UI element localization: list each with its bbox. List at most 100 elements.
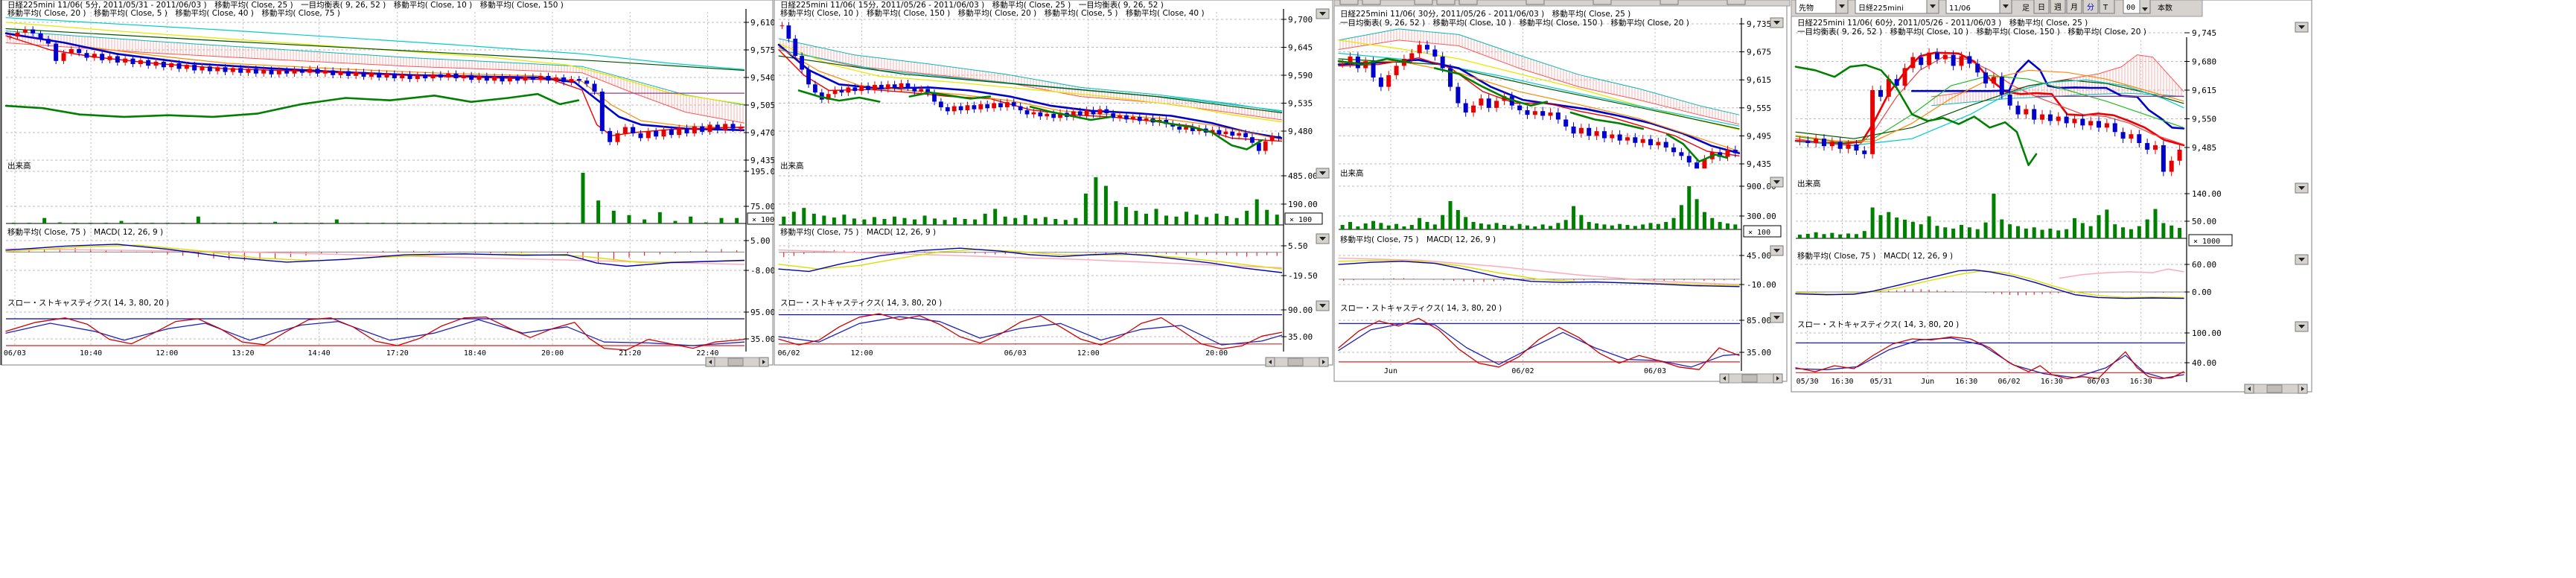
section-dropdown-button[interactable] [1770, 17, 1784, 28]
time-tick-label: 06/03 [1004, 349, 1027, 358]
panel-h-scrollbar[interactable] [2244, 384, 2308, 394]
panel-labels: 日経225mini 11/06( 5分, 2011/05/31 - 2011/0… [7, 0, 564, 308]
value-axis[interactable]: 9,745 9,680 9,615 9,550 9,485 140.00 50.00 60.0… [2184, 28, 2233, 382]
scroll-thumb[interactable] [1741, 374, 1758, 383]
time-tick-label: 16:30 [2130, 378, 2152, 386]
volume-multiplier-box [2188, 234, 2233, 247]
period-label: 足 [2022, 4, 2030, 13]
stoch-d-line [5, 319, 745, 346]
stoch-section-title: スロー・ストキャスティクス( 14, 3, 80, 20 ) [780, 299, 942, 308]
toolbar-button[interactable] [1727, 0, 1746, 5]
senkou-span-b [778, 38, 1282, 112]
section-dropdown-button[interactable] [1316, 168, 1330, 179]
section-dropdown-button[interactable] [1770, 177, 1784, 188]
section-dropdown-button[interactable] [2295, 254, 2309, 265]
axis-tick-label: 9,550 [2192, 115, 2216, 124]
toolbar-period-button[interactable]: 週 [2050, 0, 2066, 14]
chart-plot-area[interactable] [1796, 40, 2184, 378]
panel-header-line2: 移動平均( Close, 10 ) 移動平均( Close, 150 ) 移動平… [780, 8, 1205, 18]
bars-count-spinner[interactable]: 00 [2123, 0, 2151, 14]
panel-header-line2: 移動平均( Close, 20 ) 移動平均( Close, 5 ) 移動平均(… [7, 8, 340, 18]
axis-tick-label: 85.00 [1747, 316, 1771, 325]
ma-line-MA150 [778, 49, 1282, 112]
time-tick-label: 14:40 [308, 349, 331, 358]
chart-plot-area[interactable] [1339, 21, 1739, 366]
axis-tick-label: 9,735 [1747, 19, 1771, 29]
toolbar-button[interactable] [1525, 0, 1545, 5]
panel-labels: 日経225mini 11/06( 15分, 2011/05/26 - 2011/… [780, 0, 1205, 308]
time-tick-label: 16:30 [1831, 378, 1853, 386]
time-tick-label: 20:00 [541, 349, 564, 358]
volume-multiplier-box [1743, 225, 1782, 238]
panel-frame [1791, 0, 2312, 393]
senkou-span-a [5, 42, 745, 124]
toolbar-period-button[interactable]: 月 [2066, 0, 2082, 14]
section-dropdown-button[interactable] [1316, 8, 1330, 19]
toolbar-button[interactable] [1339, 0, 1359, 5]
toolbar-button[interactable] [1414, 0, 1433, 5]
toolbar-period-button[interactable]: T [2099, 0, 2115, 14]
value-axis[interactable]: 9,735 9,675 9,615 9,555 9,495 9,435 900.00 300.… [1739, 18, 1782, 371]
value-axis[interactable]: 9,700 9,645 9,590 9,535 9,480 485.00 190.00 5.5… [1281, 9, 1323, 352]
chevron-down-icon [1839, 4, 1845, 8]
time-tick-label: 22:40 [696, 349, 718, 358]
toolbar-button[interactable] [1362, 0, 1381, 5]
panel-h-scrollbar[interactable] [705, 357, 769, 367]
scroll-thumb[interactable] [727, 358, 744, 366]
volume-section-title: 出来高 [1340, 168, 1364, 178]
toolbar-button[interactable] [1458, 0, 1478, 5]
scroll-thumb[interactable] [1287, 358, 1304, 366]
chart-plot-area[interactable] [6, 12, 745, 347]
ma-line-MA25 [777, 43, 1282, 139]
ma-line-MA25 [1337, 59, 1740, 154]
panel-h-scrollbar[interactable] [1265, 357, 1329, 367]
toolbar-button[interactable] [1436, 0, 1456, 5]
ma-line-MA75 [778, 55, 1282, 114]
section-dropdown-button[interactable] [1316, 233, 1330, 244]
section-dropdown-button[interactable] [2295, 321, 2309, 332]
time-tick-label: 18:40 [464, 349, 486, 358]
section-dropdown-button[interactable] [1316, 300, 1330, 311]
axis-tick-label: 35.00 [1747, 348, 1771, 358]
toolbar-button[interactable] [1660, 0, 1679, 5]
axis-tick-label: 75.00 [750, 202, 775, 212]
stochastics-chart [5, 316, 745, 351]
toolbar-period-button[interactable]: 分 [2082, 0, 2099, 14]
toolbar-button-label: 月 [2070, 3, 2078, 12]
toolbar-combo[interactable]: 11/06 [1945, 0, 2012, 14]
axis-tick-label: 300.00 [1747, 212, 1776, 221]
value-axis[interactable]: 9,610 9,575 9,540 9,505 9,470 9,435 195.00 75.0… [744, 9, 785, 352]
section-dropdown-button[interactable] [1770, 312, 1784, 323]
toolbar-combo[interactable]: 日経225mini [1855, 0, 1939, 14]
axis-tick-label: 900.00 [1747, 182, 1776, 191]
chart-plot-area[interactable] [779, 12, 1282, 347]
panel-h-scrollbar[interactable] [1719, 373, 1783, 384]
toolbar-button-label: 週 [2054, 3, 2062, 12]
toolbar-combo[interactable]: 先物 [1795, 0, 1849, 14]
chevron-down-icon [1319, 237, 1326, 241]
time-tick-label: 12:00 [850, 349, 873, 358]
time-tick-label: 06/02 [1998, 378, 2020, 386]
axis-tick-label: 9,645 [1288, 43, 1313, 53]
toolbar-period-button[interactable]: 日 [2033, 0, 2050, 14]
section-dropdown-button[interactable] [1770, 245, 1784, 256]
axis-tick-label: 190.00 [1288, 200, 1318, 209]
chart-panel-15min: 9,700 9,645 9,590 9,535 9,480 485.00 190.00 5.5… [774, 0, 1333, 367]
chevron-down-icon [2298, 325, 2305, 328]
toolbar-button[interactable] [1593, 0, 1612, 5]
ma-line-MA10 [1795, 56, 2184, 147]
stoch-k-line [1795, 336, 2184, 379]
index-price-line [1569, 111, 1645, 130]
axis-tick-label: 9,610 [750, 18, 775, 28]
panel-labels: 日経225mini 11/06( 60分, 2011/05/26 - 2011/… [1797, 18, 2146, 329]
time-tick-label: 06/02 [1511, 367, 1534, 375]
macd-chart [778, 247, 1282, 273]
scroll-right-icon [2301, 387, 2304, 391]
index-price-line [1150, 118, 1263, 150]
section-dropdown-button[interactable] [2295, 182, 2309, 194]
chevron-down-icon [1773, 249, 1780, 253]
section-dropdown-button[interactable] [2295, 22, 2309, 33]
axis-tick-label: 9,495 [1747, 131, 1771, 141]
scroll-thumb[interactable] [2266, 384, 2283, 393]
volume-multiplier-label: × 100 [1748, 229, 1770, 237]
